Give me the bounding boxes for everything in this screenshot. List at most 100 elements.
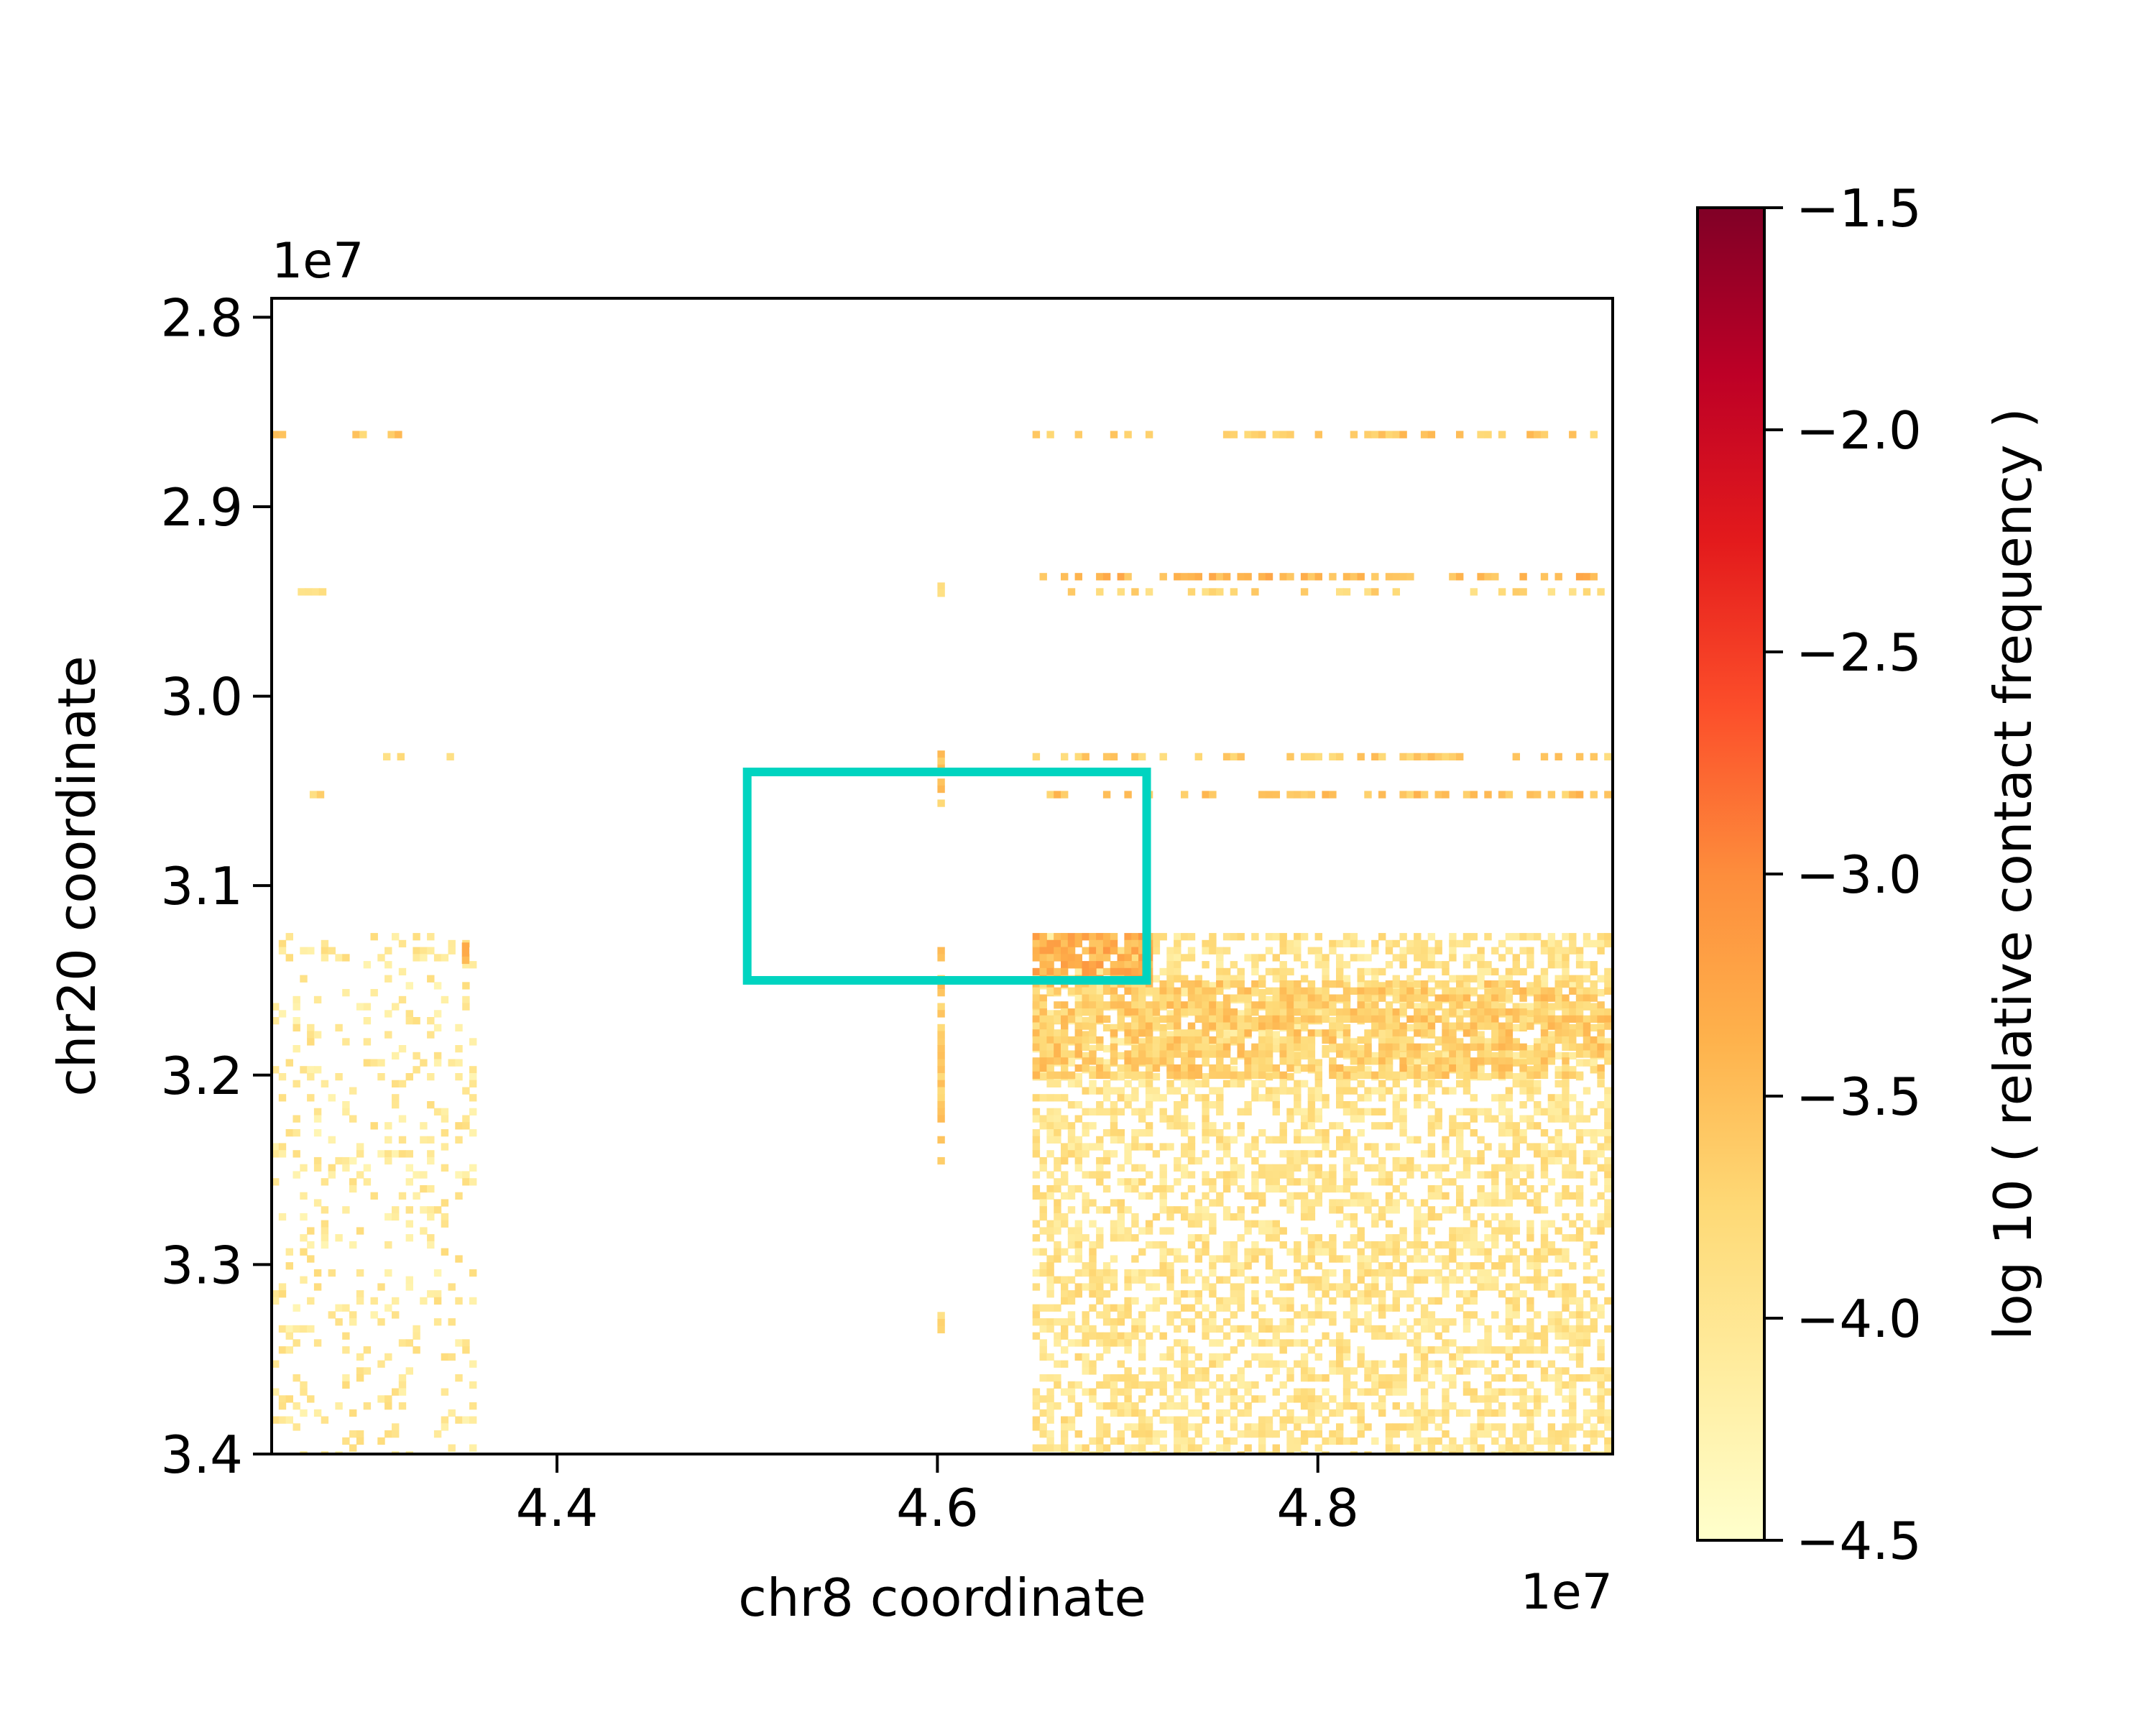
heatmap-cell — [1152, 1381, 1161, 1389]
heatmap-cell — [1449, 1008, 1457, 1016]
heatmap-cell — [1102, 1206, 1111, 1214]
heatmap-cell — [1314, 1234, 1322, 1242]
heatmap-cell — [1399, 980, 1407, 988]
heatmap-cell — [462, 1178, 470, 1186]
heatmap-cell — [1244, 1381, 1252, 1389]
heatmap-cell — [1089, 1066, 1097, 1074]
heatmap-cell — [1505, 1325, 1514, 1333]
heatmap-cell — [1166, 947, 1174, 954]
heatmap-cell — [1505, 1255, 1514, 1263]
heatmap-cell — [1074, 1339, 1082, 1347]
heatmap-cell — [1096, 1178, 1104, 1186]
heatmap-cell — [1392, 1304, 1400, 1312]
heatmap-cell — [1202, 1015, 1210, 1023]
heatmap-cell — [1364, 1297, 1372, 1305]
heatmap-cell — [1174, 1311, 1181, 1319]
heatmap-cell — [1294, 1001, 1302, 1009]
heatmap-cell — [1054, 1402, 1061, 1410]
heatmap-cell — [370, 1297, 378, 1305]
heatmap-cell — [1392, 1241, 1400, 1249]
heatmap-cell — [1554, 1071, 1562, 1079]
heatmap-cell — [1342, 573, 1351, 581]
heatmap-cell — [1131, 961, 1139, 969]
heatmap-cell — [1392, 1269, 1400, 1277]
heatmap-cell — [1449, 1022, 1457, 1030]
heatmap-cell — [469, 1094, 477, 1102]
heatmap-cell — [1216, 1388, 1224, 1396]
heatmap-cell — [1194, 1269, 1202, 1277]
heatmap-cell — [1272, 1184, 1280, 1193]
heatmap-cell — [1477, 1241, 1485, 1249]
heatmap-cell — [1562, 1332, 1570, 1340]
heatmap-cell — [1054, 791, 1061, 799]
heatmap-cell — [1222, 1178, 1231, 1186]
heatmap-cell — [1477, 1136, 1485, 1144]
heatmap-cell — [1456, 1234, 1464, 1242]
heatmap-cell — [1131, 1184, 1139, 1193]
heatmap-cell — [1131, 1164, 1139, 1172]
heatmap-cell — [1378, 431, 1386, 438]
heatmap-cell — [1491, 994, 1499, 1002]
heatmap-cell — [1314, 1087, 1322, 1095]
heatmap-cell — [420, 1171, 428, 1179]
heatmap-cell — [1477, 1213, 1485, 1221]
heatmap-cell — [1314, 1395, 1322, 1403]
heatmap-cell — [1174, 1087, 1181, 1095]
heatmap-cell — [1427, 1311, 1436, 1319]
heatmap-cell — [1294, 1178, 1302, 1186]
heatmap-cell — [1434, 1122, 1442, 1130]
heatmap-cell — [1061, 1071, 1069, 1079]
heatmap-cell — [1512, 1192, 1520, 1200]
heatmap-cell — [1462, 1388, 1471, 1396]
heatmap-cell — [1364, 1311, 1372, 1319]
heatmap-cell — [1442, 1015, 1450, 1023]
heatmap-cell — [1540, 1043, 1549, 1051]
heatmap-cell — [1294, 1108, 1302, 1116]
heatmap-cell — [1597, 1311, 1605, 1319]
heatmap-cell — [1540, 1129, 1549, 1137]
heatmap-cell — [1258, 1395, 1266, 1403]
heatmap-cell — [1159, 1038, 1167, 1046]
heatmap-cell — [1286, 1206, 1294, 1214]
heatmap-cell — [1392, 1050, 1400, 1058]
heatmap-cell — [1096, 1234, 1104, 1242]
heatmap-cell — [1187, 1043, 1196, 1051]
heatmap-cell — [1230, 1311, 1238, 1319]
heatmap-cell — [1470, 1036, 1478, 1044]
heatmap-cell — [1307, 1001, 1316, 1009]
heatmap-cell — [1575, 980, 1584, 988]
heatmap-cell — [1152, 1409, 1161, 1417]
heatmap-cell — [1484, 1192, 1492, 1200]
heatmap-cell — [1342, 982, 1351, 990]
heatmap-cell — [1166, 1283, 1174, 1291]
heatmap-cell — [1427, 1164, 1436, 1172]
heatmap-cell — [1519, 1430, 1527, 1438]
heatmap-cell — [1336, 1101, 1344, 1109]
heatmap-cell — [1032, 1192, 1041, 1200]
heatmap-cell — [1491, 1071, 1499, 1079]
heatmap-cell — [1597, 939, 1605, 948]
heatmap-cell — [1350, 1199, 1358, 1207]
heatmap-cell — [1406, 982, 1414, 990]
heatmap-cell — [1364, 1192, 1372, 1200]
heatmap-cell — [1569, 1381, 1577, 1389]
heatmap-cell — [1230, 1156, 1238, 1165]
heatmap-cell — [1244, 1248, 1252, 1256]
heatmap-cell — [1484, 1248, 1492, 1256]
heatmap-cell — [441, 1220, 449, 1228]
heatmap-cell — [1449, 1156, 1457, 1165]
heatmap-cell — [1583, 1029, 1591, 1037]
heatmap-cell — [1385, 1262, 1393, 1270]
heatmap-cell — [1406, 1339, 1414, 1347]
heatmap-cell — [1385, 1050, 1393, 1058]
heatmap-cell — [1462, 1050, 1471, 1058]
heatmap-cell — [1420, 994, 1429, 1002]
heatmap-cell — [1371, 995, 1379, 1004]
heatmap-cell — [1131, 1381, 1139, 1389]
heatmap-cell — [1061, 1388, 1069, 1396]
heatmap-cell — [1336, 1031, 1344, 1039]
heatmap-cell — [272, 1017, 280, 1025]
heatmap-cell — [1604, 1043, 1612, 1051]
heatmap-cell — [1342, 1008, 1351, 1016]
heatmap-cell — [1039, 1444, 1047, 1452]
